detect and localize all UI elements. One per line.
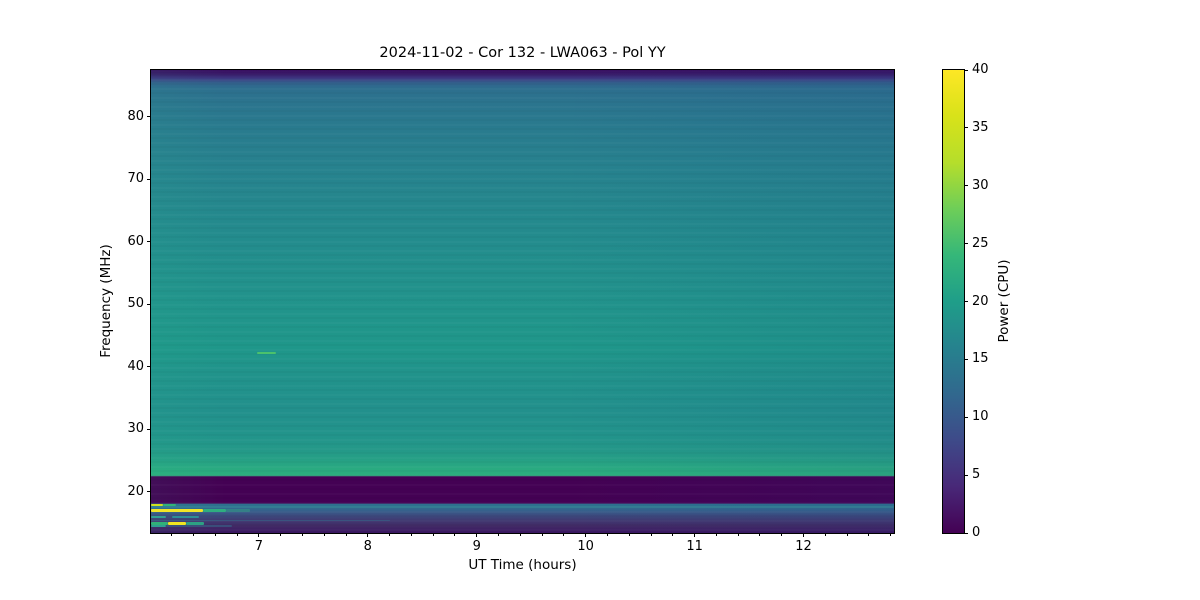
burst-dash: [256, 352, 277, 354]
x-major-tick: [258, 533, 260, 537]
colorbar-tick-label: 0: [972, 525, 981, 540]
x-minor-tick: [410, 533, 412, 536]
rfi-line: [203, 508, 227, 512]
x-minor-tick: [868, 533, 870, 536]
colorbar-tick: [964, 127, 968, 129]
colorbar-tick-label: 40: [972, 62, 989, 77]
rfi-line: [151, 503, 163, 506]
y-major-tick: [147, 428, 151, 430]
y-major-tick: [147, 116, 151, 118]
x-tick-label: 8: [363, 539, 372, 554]
colorbar-tick: [964, 358, 968, 360]
colorbar-tick: [964, 243, 968, 245]
colorbar-tick: [964, 185, 968, 187]
spectrogram-plot-area: [150, 69, 895, 534]
colorbar-tick: [964, 69, 968, 71]
x-minor-tick: [563, 533, 565, 536]
x-minor-tick: [824, 533, 826, 536]
rfi-line: [163, 503, 177, 506]
rfi-line: [226, 508, 251, 512]
rfi-line: [166, 525, 232, 528]
y-major-tick: [147, 303, 151, 305]
rfi-line: [151, 506, 894, 509]
colorbar-tick: [964, 416, 968, 418]
x-tick-label: 10: [577, 539, 594, 554]
x-minor-tick: [192, 533, 194, 536]
x-minor-tick: [389, 533, 391, 536]
colorbar-tick-label: 10: [972, 409, 989, 425]
colorbar-tick: [964, 301, 968, 302]
x-minor-tick: [737, 533, 739, 536]
x-minor-tick: [846, 533, 848, 536]
colorbar-label: Power (CPU): [996, 259, 1012, 343]
rfi-line: [151, 521, 169, 525]
rfi-line: [171, 515, 199, 518]
x-minor-tick: [715, 533, 717, 536]
colorbar-tick-label: 30: [972, 177, 989, 193]
x-minor-tick: [650, 533, 652, 536]
x-minor-tick: [345, 533, 347, 536]
x-minor-tick: [432, 533, 434, 536]
x-minor-tick: [541, 533, 543, 536]
x-major-tick: [585, 533, 587, 537]
x-minor-tick: [280, 533, 282, 536]
colorbar: [942, 69, 965, 534]
x-major-tick: [803, 533, 805, 537]
y-major-tick: [147, 366, 151, 368]
x-minor-tick: [519, 533, 521, 536]
x-minor-tick: [301, 533, 303, 536]
x-minor-tick: [454, 533, 456, 536]
x-minor-tick: [759, 533, 761, 536]
heatmap-background: [151, 70, 894, 533]
colorbar-tick-label: 5: [972, 467, 981, 483]
rfi-line: [151, 508, 204, 512]
x-minor-tick: [628, 533, 630, 536]
x-minor-tick: [214, 533, 216, 536]
y-tick-label: 80: [127, 108, 144, 124]
x-axis-label: UT Time (hours): [468, 557, 577, 573]
y-tick-label: 60: [127, 233, 144, 249]
colorbar-tick-label: 25: [972, 235, 989, 251]
colorbar-tick-label: 20: [972, 293, 989, 309]
chart-title: 2024-11-02 - Cor 132 - LWA063 - Pol YY: [379, 45, 666, 61]
y-tick-label: 50: [127, 296, 144, 312]
x-major-tick: [476, 533, 478, 537]
colorbar-tick-label: 15: [972, 351, 989, 367]
x-minor-tick: [781, 533, 783, 536]
x-major-tick: [367, 533, 369, 537]
y-major-tick: [147, 491, 151, 493]
colorbar-tick-label: 35: [972, 119, 989, 135]
colorbar-tick: [964, 532, 968, 534]
y-major-tick: [147, 178, 151, 180]
rfi-line: [151, 515, 167, 518]
y-tick-label: 30: [127, 421, 144, 437]
x-tick-label: 9: [472, 539, 481, 554]
colorbar-tick: [964, 474, 968, 476]
x-minor-tick: [606, 533, 608, 536]
rfi-line: [185, 521, 205, 525]
x-minor-tick: [498, 533, 500, 536]
x-minor-tick: [236, 533, 238, 536]
y-tick-label: 20: [127, 483, 144, 499]
x-minor-tick: [890, 533, 892, 536]
y-tick-label: 40: [127, 358, 144, 374]
x-minor-tick: [323, 533, 325, 536]
y-tick-label: 70: [127, 171, 144, 187]
y-major-tick: [147, 241, 151, 243]
rfi-line: [151, 525, 167, 528]
x-minor-tick: [171, 533, 173, 536]
rfi-line: [151, 520, 390, 522]
rfi-line: [168, 521, 186, 525]
x-tick-label: 12: [795, 539, 812, 554]
x-tick-label: 7: [254, 539, 263, 554]
y-axis-label: Frequency (MHz): [98, 244, 114, 358]
x-tick-label: 11: [686, 539, 703, 554]
x-minor-tick: [672, 533, 674, 536]
x-major-tick: [694, 533, 696, 537]
